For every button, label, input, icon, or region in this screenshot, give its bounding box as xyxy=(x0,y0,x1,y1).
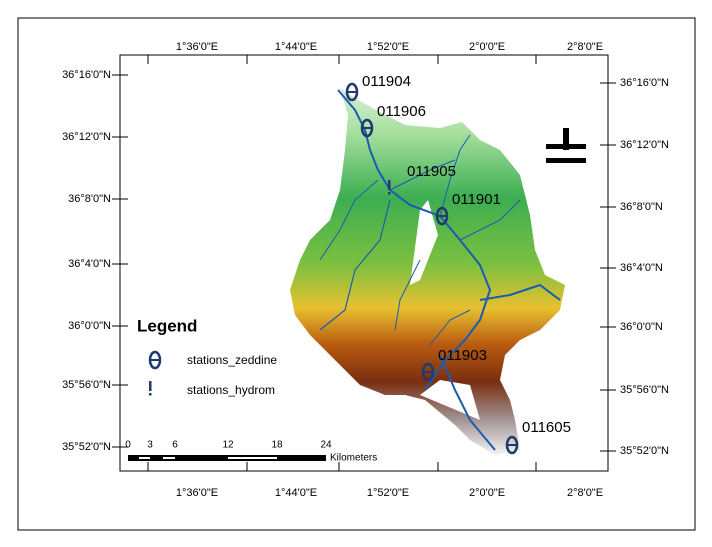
station-label: 011605 xyxy=(522,419,571,436)
legend-item: stations_zeddine xyxy=(187,353,277,367)
legend-title: Legend xyxy=(137,316,197,335)
y-label-left: 36°12'0"N xyxy=(62,131,111,143)
x-label-top: 1°52'0"E xyxy=(367,41,409,53)
station-label: 011904 xyxy=(362,73,411,90)
map-figure: 1°36'0"E 1°44'0"E 1°52'0"E 2°0'0"E 2°8'0"E 1°… xyxy=(0,0,712,547)
y-label-left: 36°16'0"N xyxy=(62,69,111,81)
station-label: 011901 xyxy=(452,191,501,208)
x-label-bottom: 2°0'0"E xyxy=(469,487,505,499)
x-label-bottom: 1°52'0"E xyxy=(367,487,409,499)
x-label-bottom: 2°8'0"E xyxy=(567,487,603,499)
x-label-top: 1°44'0"E xyxy=(275,41,317,53)
station-label: 011905 xyxy=(407,163,456,180)
scale-bar xyxy=(228,457,277,459)
y-label-left: 36°4'0"N xyxy=(68,258,111,270)
station-label: 011903 xyxy=(438,347,487,364)
x-label-bottom: 1°36'0"E xyxy=(176,487,218,499)
scale-label: 24 xyxy=(320,440,332,451)
scale-label: 6 xyxy=(172,440,178,451)
y-label-left: 36°8'0"N xyxy=(68,193,111,205)
station-label: 011906 xyxy=(377,103,426,120)
scale-bar xyxy=(163,457,175,459)
station-symbol xyxy=(149,381,152,391)
x-label-top: 2°8'0"E xyxy=(567,41,603,53)
y-label-left: 36°0'0"N xyxy=(68,320,111,332)
y-label-left: 35°56'0"N xyxy=(62,379,111,391)
y-label-right: 36°12'0"N xyxy=(620,139,669,151)
scale-label: 3 xyxy=(147,440,153,451)
y-label-right: 35°56'0"N xyxy=(620,384,669,396)
y-label-left: 35°52'0"N xyxy=(62,441,111,453)
scale-label: 12 xyxy=(222,440,234,451)
scale-bar xyxy=(139,457,150,459)
y-label-right: 35°52'0"N xyxy=(620,445,669,457)
y-label-right: 36°0'0"N xyxy=(620,321,663,333)
scale-label: 0 xyxy=(125,440,131,451)
y-label-right: 36°4'0"N xyxy=(620,262,663,274)
x-label-top: 1°36'0"E xyxy=(176,41,218,53)
scale-label: 18 xyxy=(271,440,283,451)
station-symbol xyxy=(388,180,391,190)
scale-bar xyxy=(128,455,326,461)
y-label-right: 36°16'0"N xyxy=(620,77,669,89)
x-label-bottom: 1°44'0"E xyxy=(275,487,317,499)
station-symbol xyxy=(149,393,152,396)
station-symbol xyxy=(388,192,391,195)
legend-item: stations_hydrom xyxy=(187,383,275,397)
y-label-right: 36°8'0"N xyxy=(620,201,663,213)
x-label-top: 2°0'0"E xyxy=(469,41,505,53)
scale-unit: Kilometers xyxy=(330,453,377,464)
